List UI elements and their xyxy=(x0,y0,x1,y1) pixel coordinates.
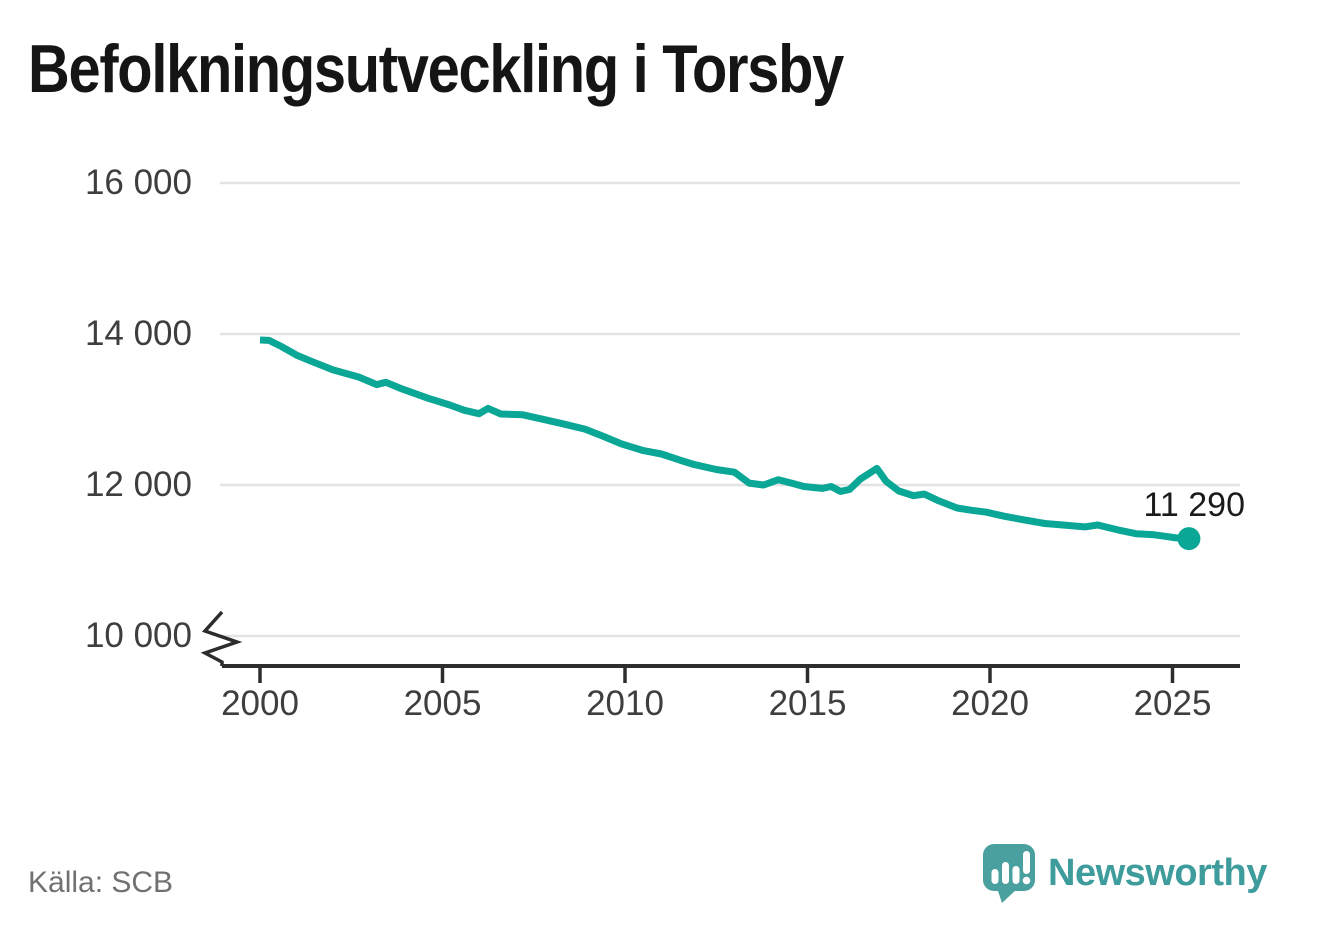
newsworthy-logo-text: Newsworthy xyxy=(1048,851,1267,894)
chart-title: Befolkningsutveckling i Torsby xyxy=(28,31,844,107)
y-axis-tick-label: 10 000 xyxy=(84,616,192,655)
x-axis-tick-label: 2005 xyxy=(403,684,482,723)
latest-value-label: 11 290 xyxy=(1143,486,1245,524)
y-axis-tick-label: 14 000 xyxy=(84,314,192,353)
x-axis-tick-label: 2020 xyxy=(951,684,1029,723)
y-axis-tick-label: 16 000 xyxy=(84,163,192,202)
newsworthy-brand: Newsworthy xyxy=(981,842,1267,904)
x-axis-tick-label: 2015 xyxy=(768,684,847,723)
y-axis-tick-label: 12 000 xyxy=(84,465,192,504)
newsworthy-logo-icon xyxy=(983,844,1035,903)
x-axis-tick-label: 2025 xyxy=(1133,684,1212,723)
x-axis-tick-label: 2010 xyxy=(586,684,664,723)
x-axis-tick-label: 2000 xyxy=(221,684,299,723)
source-label: Källa: SCB xyxy=(28,866,174,899)
